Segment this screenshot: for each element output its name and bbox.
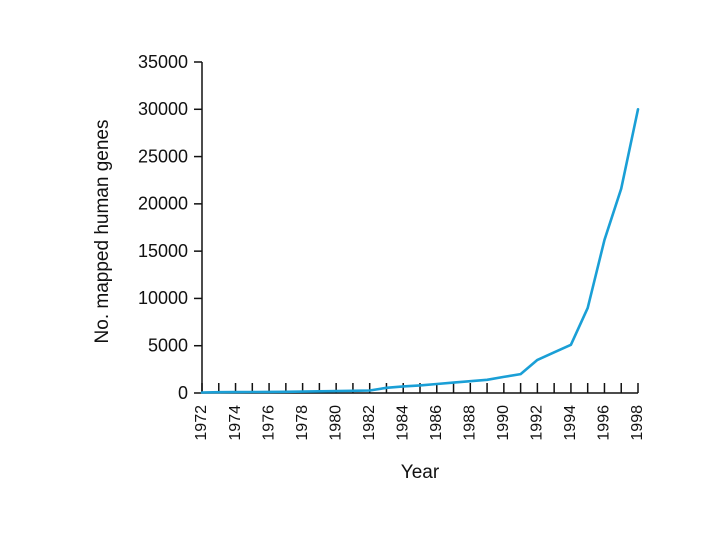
y-tick-label: 5000	[148, 335, 188, 355]
y-axis-label: No. mapped human genes	[92, 120, 113, 344]
series-line	[200, 108, 640, 394]
y-tick-label: 10000	[138, 288, 188, 308]
y-tick-label: 20000	[138, 194, 188, 214]
x-tick-label: 1992	[529, 405, 546, 441]
x-tick-label: 1998	[629, 405, 646, 441]
x-tick-label: 1988	[462, 405, 479, 441]
y-tick-label: 0	[178, 383, 188, 403]
x-tick-label: 1972	[193, 405, 210, 441]
x-axis: 1972 1974 1976 1978 1980 1982 1984 1986 1988 1990…	[193, 383, 646, 441]
x-tick-label: 1974	[227, 405, 244, 441]
y-tick-label: 35000	[138, 52, 188, 72]
x-tick-label: 1996	[596, 405, 613, 441]
y-tick-label: 25000	[138, 146, 188, 166]
x-tick-label: 1984	[394, 405, 411, 441]
x-tick-label: 1978	[294, 405, 311, 441]
series-layer	[200, 108, 640, 394]
x-tick-label: 1986	[428, 405, 445, 441]
x-tick-label: 1990	[495, 405, 512, 441]
y-tick-label: 30000	[138, 99, 188, 119]
x-tick-label: 1976	[260, 405, 277, 441]
x-axis-label: Year	[401, 462, 440, 483]
y-tick-label: 15000	[138, 241, 188, 261]
x-tick-label: 1982	[361, 405, 378, 441]
y-axis: 0 5000 10000 15000 20000 25000 30000 35000	[138, 52, 203, 403]
x-tick-label: 1994	[562, 405, 579, 441]
x-tick-label: 1980	[327, 405, 344, 441]
